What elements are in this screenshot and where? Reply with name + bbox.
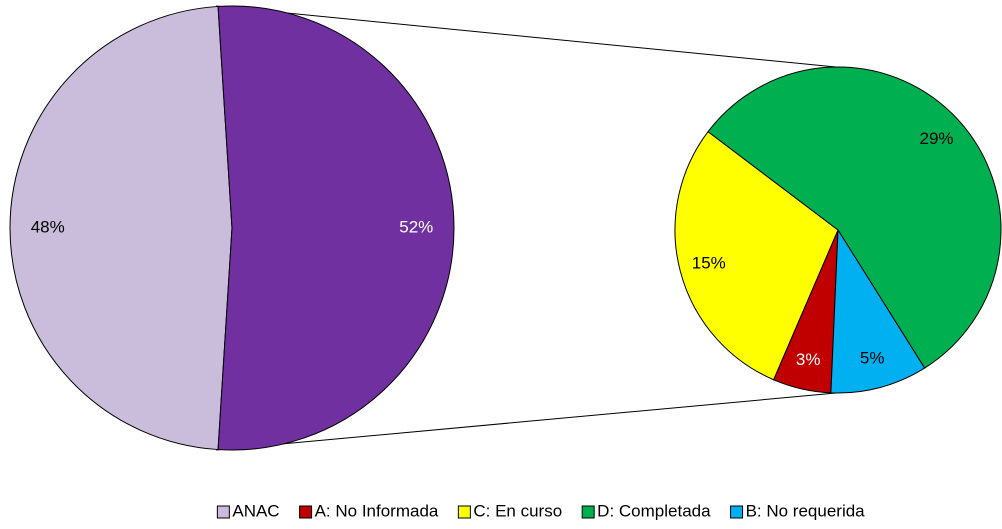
connector-line xyxy=(215,392,837,451)
legend: ANAC A: No Informada C: En curso D: Complet… xyxy=(216,501,866,520)
legend-swatch xyxy=(730,505,744,519)
data-label: 5% xyxy=(860,349,885,368)
legend-label: A: No Informada xyxy=(315,501,439,520)
legend-swatch xyxy=(299,505,313,519)
legend-label: ANAC xyxy=(232,501,279,520)
pie-slice xyxy=(674,130,839,381)
data-label: 48% xyxy=(31,217,65,236)
legend-label: C: En curso xyxy=(473,501,562,520)
data-label: 29% xyxy=(920,129,954,148)
data-label: 3% xyxy=(796,350,821,369)
legend-swatch xyxy=(457,505,471,519)
data-label: 15% xyxy=(692,254,726,273)
pie-slice xyxy=(830,228,926,394)
data-label: 52% xyxy=(399,217,433,236)
legend-label: B: No requerida xyxy=(746,501,866,520)
legend-label: D: Completada xyxy=(597,501,711,520)
legend-swatch xyxy=(216,505,230,519)
connector-line xyxy=(215,5,837,68)
pie-slice xyxy=(217,5,455,451)
legend-swatch xyxy=(581,505,595,519)
pie-slice xyxy=(707,66,1002,369)
pie-slice xyxy=(9,5,233,451)
